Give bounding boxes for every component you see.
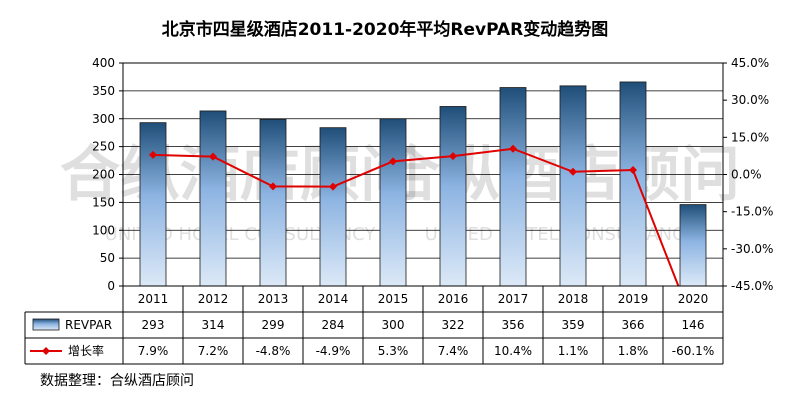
legend-label-revpar: REVPAR	[65, 318, 112, 332]
y-left-tick-label: 150	[92, 195, 115, 209]
y-left-tick-label: 250	[92, 140, 115, 154]
growth-value: 7.9%	[138, 344, 169, 358]
growth-value: -60.1%	[672, 344, 714, 358]
growth-point-2016	[449, 152, 457, 161]
revpar-value: 300	[382, 318, 405, 332]
x-tick-label: 2014	[318, 292, 349, 306]
bar-2012	[199, 110, 227, 287]
y-axis-right: -45.0% -30.0% -15.0% 0.0% 15.0% 30.0% 45.0%	[723, 56, 773, 293]
revpar-value: 356	[502, 318, 525, 332]
y-right-tick-label: 45.0%	[731, 56, 769, 70]
x-tick-label: 2017	[498, 292, 529, 306]
y-left-tick-label: 0	[107, 279, 115, 293]
x-tick-label: 2012	[198, 292, 229, 306]
revpar-value: 322	[442, 318, 465, 332]
x-tick-label: 2018	[558, 292, 589, 306]
y-axis-left: 0 50 100 150 200 250 300 350 400	[92, 56, 123, 293]
bar-2019	[619, 81, 647, 287]
growth-value: -4.8%	[256, 344, 291, 358]
bar-2018	[559, 85, 587, 287]
watermark-subtext: UNITED HOTEL CONSULTANCY	[105, 224, 377, 245]
y-right-tick-label: -15.0%	[731, 205, 773, 219]
bar-2013	[259, 118, 287, 287]
x-tick-label: 2013	[258, 292, 289, 306]
x-tick-label: 2011	[138, 292, 169, 306]
revpar-value: 146	[682, 318, 705, 332]
growth-point-2012	[209, 152, 217, 161]
growth-point-2019	[629, 166, 637, 175]
revpar-value: 293	[142, 318, 165, 332]
growth-value: 7.4%	[438, 344, 469, 358]
y-right-tick-label: -30.0%	[731, 242, 773, 256]
growth-value: 5.3%	[378, 344, 409, 358]
x-tick-label: 2020	[678, 292, 709, 306]
growth-value: 1.1%	[558, 344, 589, 358]
legend-label-growth: 增长率	[68, 343, 104, 358]
growth-point-2015	[389, 157, 397, 166]
revpar-value: 299	[262, 318, 285, 332]
x-tick-label: 2015	[378, 292, 409, 306]
revpar-value: 284	[322, 318, 345, 332]
legend-key-revpar	[32, 318, 60, 331]
y-left-tick-label: 400	[92, 56, 115, 70]
growth-point-2014	[329, 182, 337, 191]
data-table: 2011 293 7.9% 2012 314 7.2% 2013 299 -4.8% 2014 28…	[24, 286, 724, 365]
x-tick-label: 2016	[438, 292, 469, 306]
bar-2014	[319, 127, 347, 287]
revpar-value: 366	[622, 318, 645, 332]
y-left-tick-label: 50	[100, 251, 115, 265]
bar-2015	[379, 118, 407, 287]
x-tick-label: 2019	[618, 292, 649, 306]
growth-line	[152, 147, 680, 286]
bar-2020	[679, 204, 707, 287]
bar-2011	[139, 122, 167, 287]
y-right-tick-label: -45.0%	[731, 279, 773, 293]
chart-title: 北京市四星级酒店2011-2020年平均RevPAR变动趋势图	[162, 19, 609, 40]
y-left-tick-label: 200	[92, 168, 115, 182]
y-right-tick-label: 0.0%	[731, 168, 762, 182]
revpar-value: 359	[562, 318, 585, 332]
growth-value: 7.2%	[198, 344, 229, 358]
growth-point-2017	[509, 144, 517, 153]
growth-point-2013	[269, 182, 277, 191]
y-left-tick-label: 300	[92, 112, 115, 126]
growth-value: -4.9%	[316, 344, 351, 358]
growth-value: 10.4%	[494, 344, 532, 358]
y-left-tick-label: 350	[92, 84, 115, 98]
revpar-value: 314	[202, 318, 225, 332]
growth-value: 1.8%	[618, 344, 649, 358]
y-right-tick-label: 15.0%	[731, 130, 769, 144]
source-note: 数据整理：合纵酒店顾问	[40, 373, 194, 389]
legend-key-growth-marker	[42, 347, 50, 355]
bar-2016	[439, 106, 467, 287]
bar-2017	[499, 87, 527, 287]
growth-point-2018	[569, 167, 577, 176]
growth-point-2011	[149, 150, 157, 159]
bar-series	[139, 81, 707, 287]
y-right-tick-label: 30.0%	[731, 93, 769, 107]
y-left-tick-label: 100	[92, 223, 115, 237]
line-series	[149, 144, 680, 286]
